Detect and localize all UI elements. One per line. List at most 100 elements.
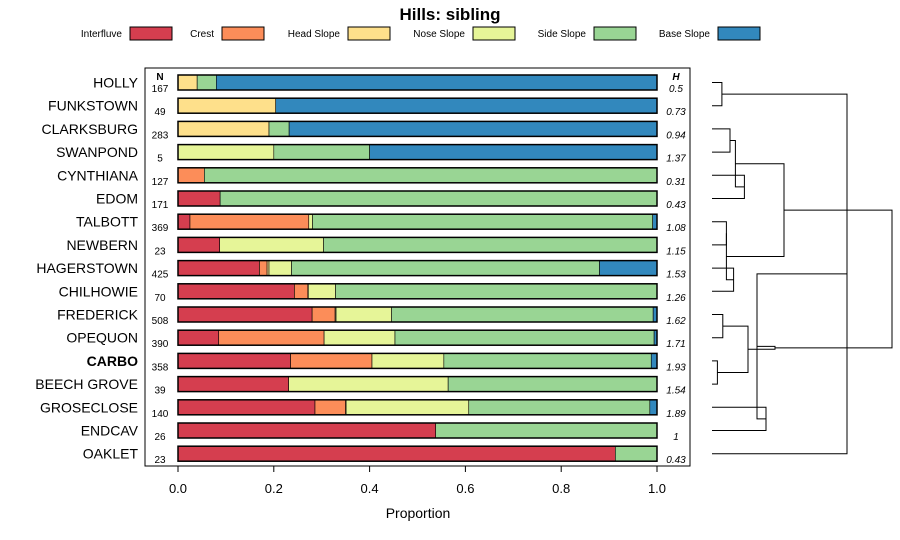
bar-outline [177,375,658,393]
bar-segment-nose-slope [268,260,292,276]
bar-segment-interfluve [177,260,260,276]
count-label: 167 [152,84,169,95]
count-label: 369 [152,223,169,234]
chart-title: Hills: sibling [399,5,500,24]
bar-segment-crest [311,306,336,323]
bar-segment-crest [218,329,325,346]
legend-swatch-side-slope [593,26,637,41]
bar-segment-side-slope [291,260,600,276]
bar-segment-nose-slope [323,329,396,346]
legend-label-nose-slope: Nose Slope [413,29,465,40]
category-label: OAKLET [83,446,139,462]
legend-swatch-interfluve [129,26,173,41]
legend-label-side-slope: Side Slope [538,29,587,40]
bar-segment-side-slope [615,445,658,462]
bar-outline [177,74,658,91]
x-axis: 0.0 0.2 0.4 0.6 0.8 1.0 [169,466,666,496]
count-label: 26 [154,432,166,443]
bar-segment-interfluve [177,399,316,416]
bar-segment-head-slope [177,97,277,114]
legend: Interfluve Crest Head Slope Nose Slope Side … [81,26,761,41]
bar-segment-nose-slope [219,237,324,253]
category-label: EDOM [96,191,138,207]
bar-row-holly: HOLLY 167 0.5 [93,74,683,95]
bar-outline [177,352,658,370]
legend-label-interfluve: Interfluve [81,29,123,40]
bar-row-edom: EDOM 171 0.43 [96,190,686,211]
bar-row-chilhowie: CHILHOWIE 70 1.26 [59,283,686,304]
entropy-label: 1.93 [666,362,686,373]
entropy-label: 0.43 [666,455,686,466]
bar-row-talbott: TALBOTT 369 1.08 [76,213,686,234]
legend-label-crest: Crest [190,29,214,40]
bar-segment-side-slope [335,283,658,300]
entropy-label: 0.43 [666,200,686,211]
x-tick-label: 0.6 [456,481,474,496]
x-tick-label: 0.2 [265,481,283,496]
bar-row-cynthiana: CYNTHIANA 127 0.31 [57,167,686,188]
category-label: TALBOTT [76,214,138,230]
bar-row-beech-grove: BEECH GROVE 39 1.54 [35,375,686,397]
bar-segment-interfluve [177,190,221,207]
category-label: FREDERICK [57,307,139,323]
bar-row-hagerstown: HAGERSTOWN 425 1.53 [36,259,686,281]
bar-outline [177,190,658,207]
category-label: BEECH GROVE [35,376,138,392]
x-axis-title: Proportion [386,505,451,521]
bar-outline [177,259,658,277]
dendrogram-branch [712,221,727,246]
bar-outline [177,445,658,462]
category-label: CHILHOWIE [59,283,138,299]
entropy-column-header: H [672,72,680,83]
entropy-label: 1.37 [666,154,686,165]
bar-outline [177,120,658,138]
bar-segment-interfluve [177,213,191,230]
entropy-label: 0.5 [669,84,683,95]
bar-row-swanpond: SWANPOND 5 1.37 [56,143,686,165]
legend-swatch-head-slope [347,26,391,41]
bar-segment-interfluve [177,237,220,253]
bar-segment-base-slope [650,353,658,369]
category-label: HOLLY [93,75,139,91]
count-label: 39 [154,386,166,397]
bar-row-endcav: ENDCAV 26 1 [81,422,679,443]
bar-segment-side-slope [435,422,658,439]
bar-row-newbern: NEWBERN 23 1.15 [66,236,686,257]
bar-rows: HOLLY 167 0.5 FUNKSTOWN 49 0.73 CLARKSBURG 283 0… [35,74,686,466]
bar-segment-head-slope [177,74,198,91]
bar-outline [177,97,658,114]
count-label: 508 [152,316,169,327]
entropy-label: 1.15 [666,246,686,257]
bar-segment-interfluve [177,329,220,346]
entropy-label: 1.26 [666,293,686,304]
dendrogram-branch [717,325,749,373]
category-label: NEWBERN [66,237,138,253]
bar-segment-nose-slope [371,353,445,369]
bar-row-oaklet: OAKLET 23 0.43 [83,445,686,466]
entropy-label: 0.94 [666,130,686,141]
bar-segment-crest [314,399,346,416]
bar-outline [177,399,658,416]
bar-segment-side-slope [204,167,658,184]
bar-outline [177,213,658,230]
bar-segment-nose-slope [307,283,336,300]
bar-outline [177,236,658,254]
legend-swatch-nose-slope [472,26,516,41]
entropy-label: 1.71 [666,339,685,350]
bar-segment-interfluve [177,353,291,369]
bar-segment-side-slope [219,190,658,207]
bar-row-funkstown: FUNKSTOWN 49 0.73 [48,97,686,118]
entropy-label: 1.62 [666,316,686,327]
bar-segment-crest [290,353,373,369]
category-label: CYNTHIANA [57,167,139,183]
bar-row-groseclose: GROSECLOSE 140 1.89 [40,399,686,420]
bar-segment-interfluve [177,283,295,300]
count-label: 390 [152,339,169,350]
category-label: GROSECLOSE [40,399,138,415]
dendrogram-branch [748,345,776,350]
bar-segment-side-slope [394,329,655,346]
bar-segment-crest [259,260,268,276]
category-label: CLARKSBURG [42,121,138,137]
dendrogram [712,82,893,455]
